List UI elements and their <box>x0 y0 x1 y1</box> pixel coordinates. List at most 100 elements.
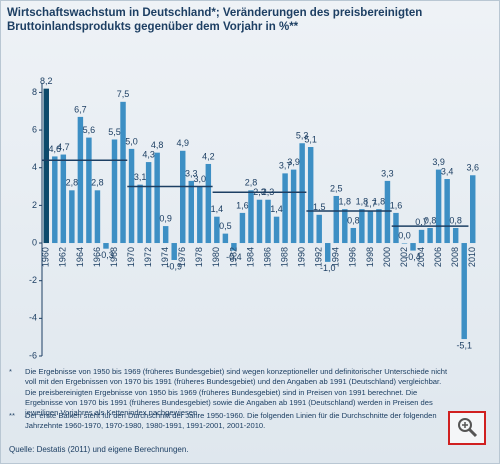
bar <box>470 175 476 244</box>
x-tick-label: 2010 <box>467 247 477 267</box>
bar <box>171 243 177 260</box>
x-tick-label: 1970 <box>126 247 136 267</box>
x-tick-label: 1976 <box>177 247 187 267</box>
bar <box>52 156 58 244</box>
value-label: -1,0 <box>320 263 336 273</box>
y-tick-label: -4 <box>29 313 37 323</box>
value-label: 4,8 <box>151 140 164 150</box>
value-label: 3,9 <box>287 157 300 167</box>
bar <box>145 162 152 244</box>
bar <box>86 137 92 244</box>
value-label: 1,8 <box>356 197 369 207</box>
bar <box>307 147 314 244</box>
bar <box>376 209 382 244</box>
footnote-marker: ** <box>9 411 15 420</box>
bar <box>367 211 374 244</box>
bar <box>427 227 433 244</box>
footnote-marker: * <box>9 367 12 376</box>
footnote-text: Der erste Balken steht für den Durchschn… <box>25 411 437 431</box>
bar <box>77 116 84 244</box>
x-tick-label: 1982 <box>228 247 238 267</box>
y-tick-label: 0 <box>32 237 37 247</box>
value-label: 3,3 <box>381 168 394 178</box>
value-label: 1,8 <box>373 197 386 207</box>
value-label: 2,8 <box>245 178 258 188</box>
x-tick-label: 1978 <box>194 247 204 267</box>
value-label: 5,1 <box>304 134 317 144</box>
value-label: 0,5 <box>219 221 232 231</box>
value-label: 5,3 <box>296 131 309 141</box>
x-tick-label: 1996 <box>348 247 358 267</box>
bar <box>393 212 399 244</box>
x-tick-label: 1988 <box>279 247 289 267</box>
value-label: 4,2 <box>202 151 215 161</box>
value-label: 6,7 <box>74 104 87 114</box>
bar <box>137 184 143 244</box>
value-label: 8,2 <box>40 76 53 86</box>
value-label: 7,5 <box>117 89 130 99</box>
x-tick-label: 1984 <box>245 247 255 267</box>
x-tick-label: 1968 <box>109 247 119 267</box>
bar <box>239 212 246 244</box>
bar <box>43 88 49 244</box>
value-label: 1,5 <box>313 202 326 212</box>
bar <box>418 229 425 244</box>
bar <box>256 199 263 244</box>
footnote: * Die Ergebnisse von 1950 bis 1969 (früh… <box>9 367 449 418</box>
bar <box>128 148 135 244</box>
value-label: 1,4 <box>211 204 224 214</box>
x-tick-label: 1972 <box>143 247 153 267</box>
bar <box>188 180 194 244</box>
bar <box>282 173 288 244</box>
x-tick-label: 2006 <box>433 247 443 267</box>
value-label: 4,3 <box>142 149 155 159</box>
value-label: 1,6 <box>236 200 249 210</box>
value-label: 5,5 <box>108 127 121 137</box>
bar <box>222 233 229 244</box>
bar <box>197 186 203 244</box>
x-tick-label: 2008 <box>450 247 460 267</box>
bar <box>401 243 408 244</box>
footnote-text: Die Ergebnisse von 1950 bis 1969 (früher… <box>25 367 448 418</box>
value-label: 5,6 <box>83 125 96 135</box>
bar <box>60 154 67 244</box>
value-label: 1,7 <box>364 198 377 208</box>
bar <box>461 243 467 340</box>
source: Quelle: Destatis (2011) und eigene Berec… <box>9 445 189 454</box>
value-label: 3,1 <box>134 172 147 182</box>
y-tick-label: -2 <box>29 275 37 285</box>
bar <box>290 169 297 244</box>
bar <box>342 209 348 244</box>
value-label: 1,8 <box>339 197 352 207</box>
bar <box>214 216 220 244</box>
x-tick-label: 1980 <box>211 247 221 267</box>
value-label: 4,7 <box>57 142 70 152</box>
x-tick-label: 1960 <box>41 247 51 267</box>
y-tick-label: 4 <box>32 162 37 172</box>
value-label: -5,1 <box>456 340 472 350</box>
value-label: -0,3 <box>98 250 114 260</box>
bar <box>325 243 331 262</box>
x-tick-label: 1994 <box>331 247 341 267</box>
y-tick-label: 6 <box>32 124 37 134</box>
value-label: 3,3 <box>185 168 198 178</box>
value-label: 5,0 <box>125 136 138 146</box>
value-label: -0,4 <box>405 252 421 262</box>
x-tick-label: 1966 <box>92 247 102 267</box>
x-tick-label: 1962 <box>58 247 68 267</box>
value-label: 2,8 <box>91 178 104 188</box>
x-tick-label: 1986 <box>262 247 272 267</box>
bar <box>120 101 126 244</box>
bar <box>162 226 169 244</box>
value-label: 1,4 <box>270 204 283 214</box>
x-tick-label: 2000 <box>382 247 392 267</box>
value-label: 0,9 <box>159 213 172 223</box>
x-tick-label: 1974 <box>160 247 170 267</box>
x-tick-label: 1990 <box>297 247 307 267</box>
zoom-button[interactable] <box>448 411 486 445</box>
x-tick-label: 1992 <box>314 247 324 267</box>
x-tick-label: 2002 <box>399 247 409 267</box>
x-tick-label: 1998 <box>365 247 375 267</box>
bar <box>94 190 101 244</box>
